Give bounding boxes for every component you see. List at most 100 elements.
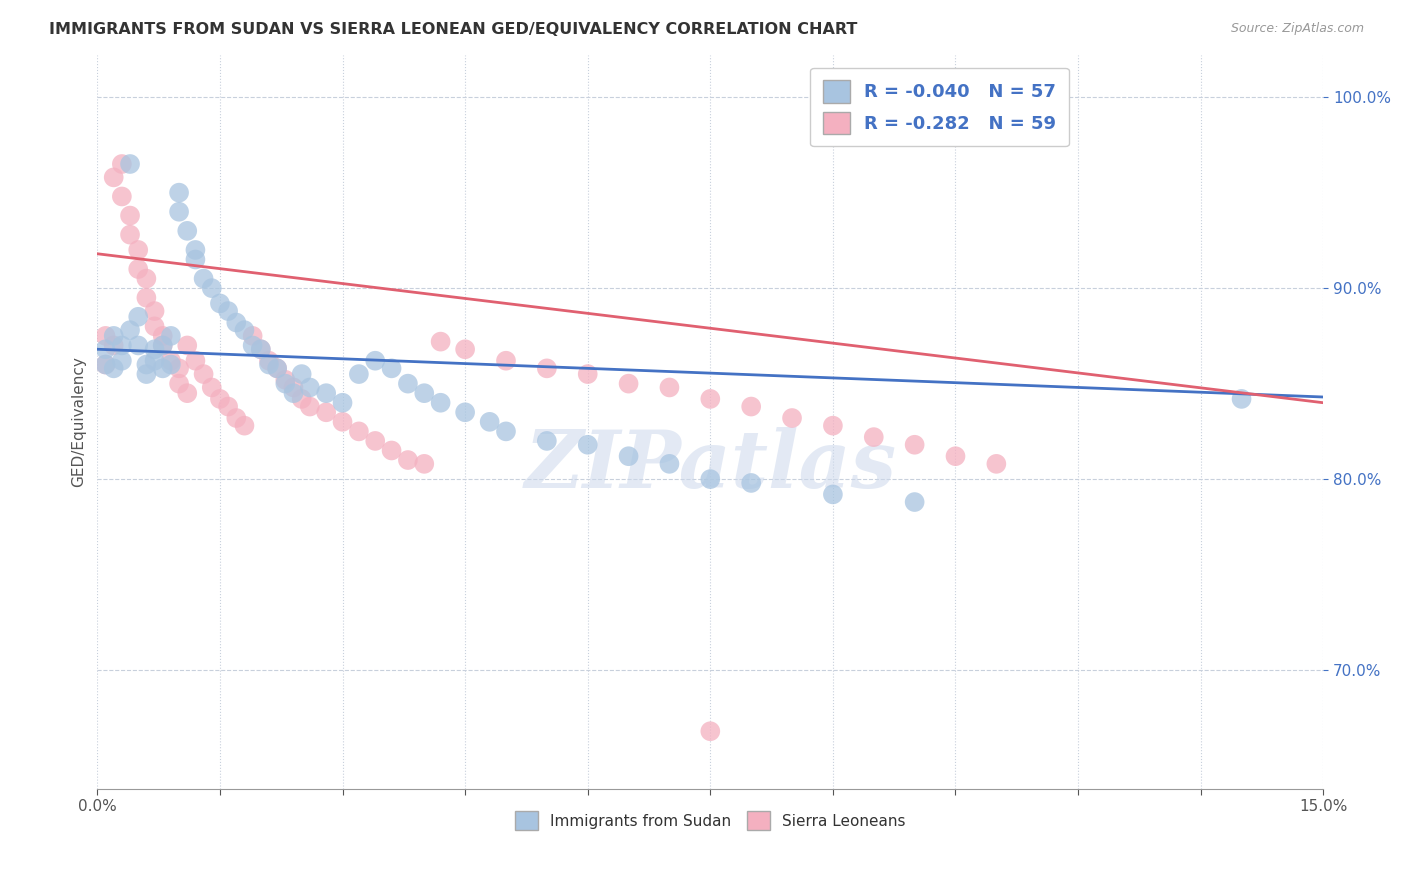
Point — [291, 367, 314, 381]
Point — [208, 392, 231, 406]
Point — [233, 418, 256, 433]
Point — [167, 186, 190, 200]
Point — [495, 425, 517, 439]
Point — [111, 338, 134, 352]
Point — [315, 405, 337, 419]
Point — [160, 353, 183, 368]
Point — [160, 358, 183, 372]
Point — [225, 316, 247, 330]
Point — [298, 400, 321, 414]
Point — [135, 358, 157, 372]
Point — [429, 334, 451, 349]
Point — [103, 361, 125, 376]
Point — [135, 271, 157, 285]
Point — [127, 338, 149, 352]
Point — [332, 395, 354, 409]
Point — [242, 329, 264, 343]
Text: Source: ZipAtlas.com: Source: ZipAtlas.com — [1230, 22, 1364, 36]
Point — [103, 338, 125, 352]
Point — [127, 243, 149, 257]
Point — [249, 343, 271, 357]
Point — [143, 319, 166, 334]
Point — [413, 457, 436, 471]
Point — [257, 358, 280, 372]
Y-axis label: GED/Equivalency: GED/Equivalency — [72, 357, 86, 487]
Point — [266, 361, 288, 376]
Point — [160, 329, 183, 343]
Point — [617, 449, 640, 463]
Point — [986, 457, 1008, 471]
Point — [176, 338, 198, 352]
Point — [152, 329, 174, 343]
Point — [381, 361, 404, 376]
Point — [118, 209, 141, 223]
Point — [699, 724, 721, 739]
Point — [103, 170, 125, 185]
Point — [118, 157, 141, 171]
Point — [454, 405, 477, 419]
Point — [332, 415, 354, 429]
Point — [396, 376, 419, 391]
Point — [249, 343, 271, 357]
Point — [111, 157, 134, 171]
Point — [413, 386, 436, 401]
Point — [478, 415, 501, 429]
Point — [208, 296, 231, 310]
Point — [274, 376, 297, 391]
Point — [94, 358, 117, 372]
Point — [576, 367, 599, 381]
Point — [111, 189, 134, 203]
Point — [454, 343, 477, 357]
Point — [617, 376, 640, 391]
Point — [576, 438, 599, 452]
Point — [184, 353, 207, 368]
Point — [381, 443, 404, 458]
Point — [217, 304, 239, 318]
Point — [193, 367, 215, 381]
Point — [257, 353, 280, 368]
Point — [396, 453, 419, 467]
Point — [103, 329, 125, 343]
Point — [821, 418, 844, 433]
Point — [495, 353, 517, 368]
Point — [184, 243, 207, 257]
Point — [193, 271, 215, 285]
Point — [347, 425, 370, 439]
Point — [118, 323, 141, 337]
Point — [143, 353, 166, 368]
Point — [266, 361, 288, 376]
Point — [283, 380, 305, 394]
Point — [821, 487, 844, 501]
Point — [904, 438, 927, 452]
Point — [94, 358, 117, 372]
Point — [740, 400, 762, 414]
Point — [904, 495, 927, 509]
Point — [167, 361, 190, 376]
Text: IMMIGRANTS FROM SUDAN VS SIERRA LEONEAN GED/EQUIVALENCY CORRELATION CHART: IMMIGRANTS FROM SUDAN VS SIERRA LEONEAN … — [49, 22, 858, 37]
Point — [536, 361, 558, 376]
Point — [184, 252, 207, 267]
Point — [167, 204, 190, 219]
Point — [862, 430, 884, 444]
Point — [233, 323, 256, 337]
Point — [780, 411, 803, 425]
Point — [1230, 392, 1253, 406]
Point — [118, 227, 141, 242]
Point — [127, 310, 149, 324]
Point — [536, 434, 558, 448]
Point — [699, 392, 721, 406]
Point — [127, 262, 149, 277]
Point — [658, 457, 681, 471]
Point — [135, 291, 157, 305]
Point — [94, 329, 117, 343]
Point — [135, 367, 157, 381]
Point — [152, 338, 174, 352]
Point — [143, 304, 166, 318]
Legend: Immigrants from Sudan, Sierra Leoneans: Immigrants from Sudan, Sierra Leoneans — [509, 805, 911, 836]
Point — [94, 343, 117, 357]
Point — [274, 373, 297, 387]
Text: ZIPatlas: ZIPatlas — [524, 427, 897, 505]
Point — [658, 380, 681, 394]
Point — [201, 281, 224, 295]
Point — [242, 338, 264, 352]
